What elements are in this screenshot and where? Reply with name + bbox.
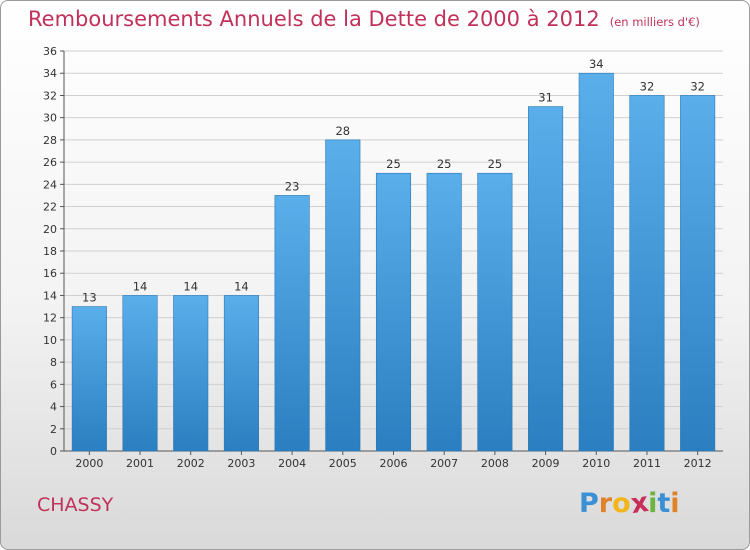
bar bbox=[680, 95, 716, 452]
data-label: 32 bbox=[640, 79, 655, 93]
bar bbox=[325, 139, 361, 452]
y-tick-label: 24 bbox=[43, 178, 57, 191]
logo-letter: x bbox=[628, 486, 651, 521]
y-tick-label: 0 bbox=[50, 445, 57, 458]
bar bbox=[578, 72, 614, 452]
logo-letter: i bbox=[670, 488, 680, 519]
y-tick-label: 6 bbox=[50, 378, 57, 391]
y-tick-label: 4 bbox=[50, 401, 57, 414]
commune-name: CHASSY bbox=[37, 494, 114, 516]
data-label: 14 bbox=[133, 279, 148, 293]
bars bbox=[71, 72, 716, 452]
logo-letter: i bbox=[648, 488, 658, 519]
x-tick-label: 2004 bbox=[278, 457, 306, 470]
x-tick-label: 2007 bbox=[430, 457, 458, 470]
bar bbox=[122, 295, 158, 452]
data-label: 14 bbox=[234, 279, 249, 293]
x-tick-label: 2009 bbox=[532, 457, 560, 470]
data-labels: 13 14 14 14 23 28 25 25 25 31 34 32 32 bbox=[82, 57, 705, 304]
data-label: 25 bbox=[386, 157, 401, 171]
y-tick-label: 32 bbox=[43, 89, 57, 102]
x-tick-label: 2012 bbox=[684, 457, 712, 470]
bar bbox=[274, 195, 310, 452]
logo-letter: P bbox=[579, 488, 599, 519]
y-tick-label: 16 bbox=[43, 267, 57, 280]
y-tick-label: 20 bbox=[43, 223, 57, 236]
x-tick-label: 2005 bbox=[329, 457, 357, 470]
y-tick-label: 30 bbox=[43, 112, 57, 125]
x-tick-label: 2008 bbox=[481, 457, 509, 470]
bar bbox=[71, 306, 107, 452]
data-label: 23 bbox=[285, 179, 300, 193]
data-label: 25 bbox=[488, 157, 503, 171]
bar bbox=[477, 172, 513, 452]
data-label: 31 bbox=[538, 91, 553, 105]
y-tick-label: 22 bbox=[43, 201, 57, 214]
y-tick-label: 34 bbox=[43, 67, 57, 80]
chart-subtitle: (en milliers d'€) bbox=[609, 15, 700, 29]
y-tick-label: 26 bbox=[43, 156, 57, 169]
bar bbox=[173, 295, 209, 452]
bar bbox=[223, 295, 259, 452]
y-tick-label: 2 bbox=[50, 423, 57, 436]
data-label: 34 bbox=[589, 57, 604, 71]
data-label: 28 bbox=[335, 124, 350, 138]
x-tick-label: 2010 bbox=[582, 457, 610, 470]
chart-title: Remboursements Annuels de la Dette de 20… bbox=[28, 7, 700, 31]
bar bbox=[426, 172, 462, 452]
data-label: 25 bbox=[437, 157, 452, 171]
data-label: 14 bbox=[183, 279, 198, 293]
logo-letter: t bbox=[657, 488, 671, 519]
x-tick-label: 2002 bbox=[177, 457, 205, 470]
data-label: 32 bbox=[690, 79, 705, 93]
bar bbox=[375, 172, 412, 452]
chart-title-text: Remboursements Annuels de la Dette de 20… bbox=[28, 7, 600, 31]
proxiti-logo: Proxiti bbox=[579, 486, 680, 521]
y-tick-label: 14 bbox=[43, 289, 57, 302]
bar bbox=[629, 95, 665, 452]
x-tick-label: 2001 bbox=[126, 457, 154, 470]
y-tick-label: 18 bbox=[43, 245, 57, 258]
x-tick-label: 2000 bbox=[75, 457, 103, 470]
x-tick-label: 2011 bbox=[633, 457, 661, 470]
y-tick-label: 10 bbox=[43, 334, 57, 347]
y-tick-label: 8 bbox=[50, 356, 57, 369]
y-tick-label: 12 bbox=[43, 312, 57, 325]
x-tick-label: 2003 bbox=[227, 457, 255, 470]
logo-letter: r bbox=[598, 488, 613, 519]
data-label: 13 bbox=[82, 291, 97, 305]
x-tick-label: 2006 bbox=[380, 457, 408, 470]
x-tick-labels: 2000 2001 2002 2003 2004 2005 2006 2007 2008 2009… bbox=[75, 457, 711, 470]
bar bbox=[528, 106, 564, 452]
y-tick-label: 36 bbox=[43, 45, 57, 58]
y-tick-label: 28 bbox=[43, 134, 57, 147]
logo-letter: o bbox=[612, 488, 631, 519]
